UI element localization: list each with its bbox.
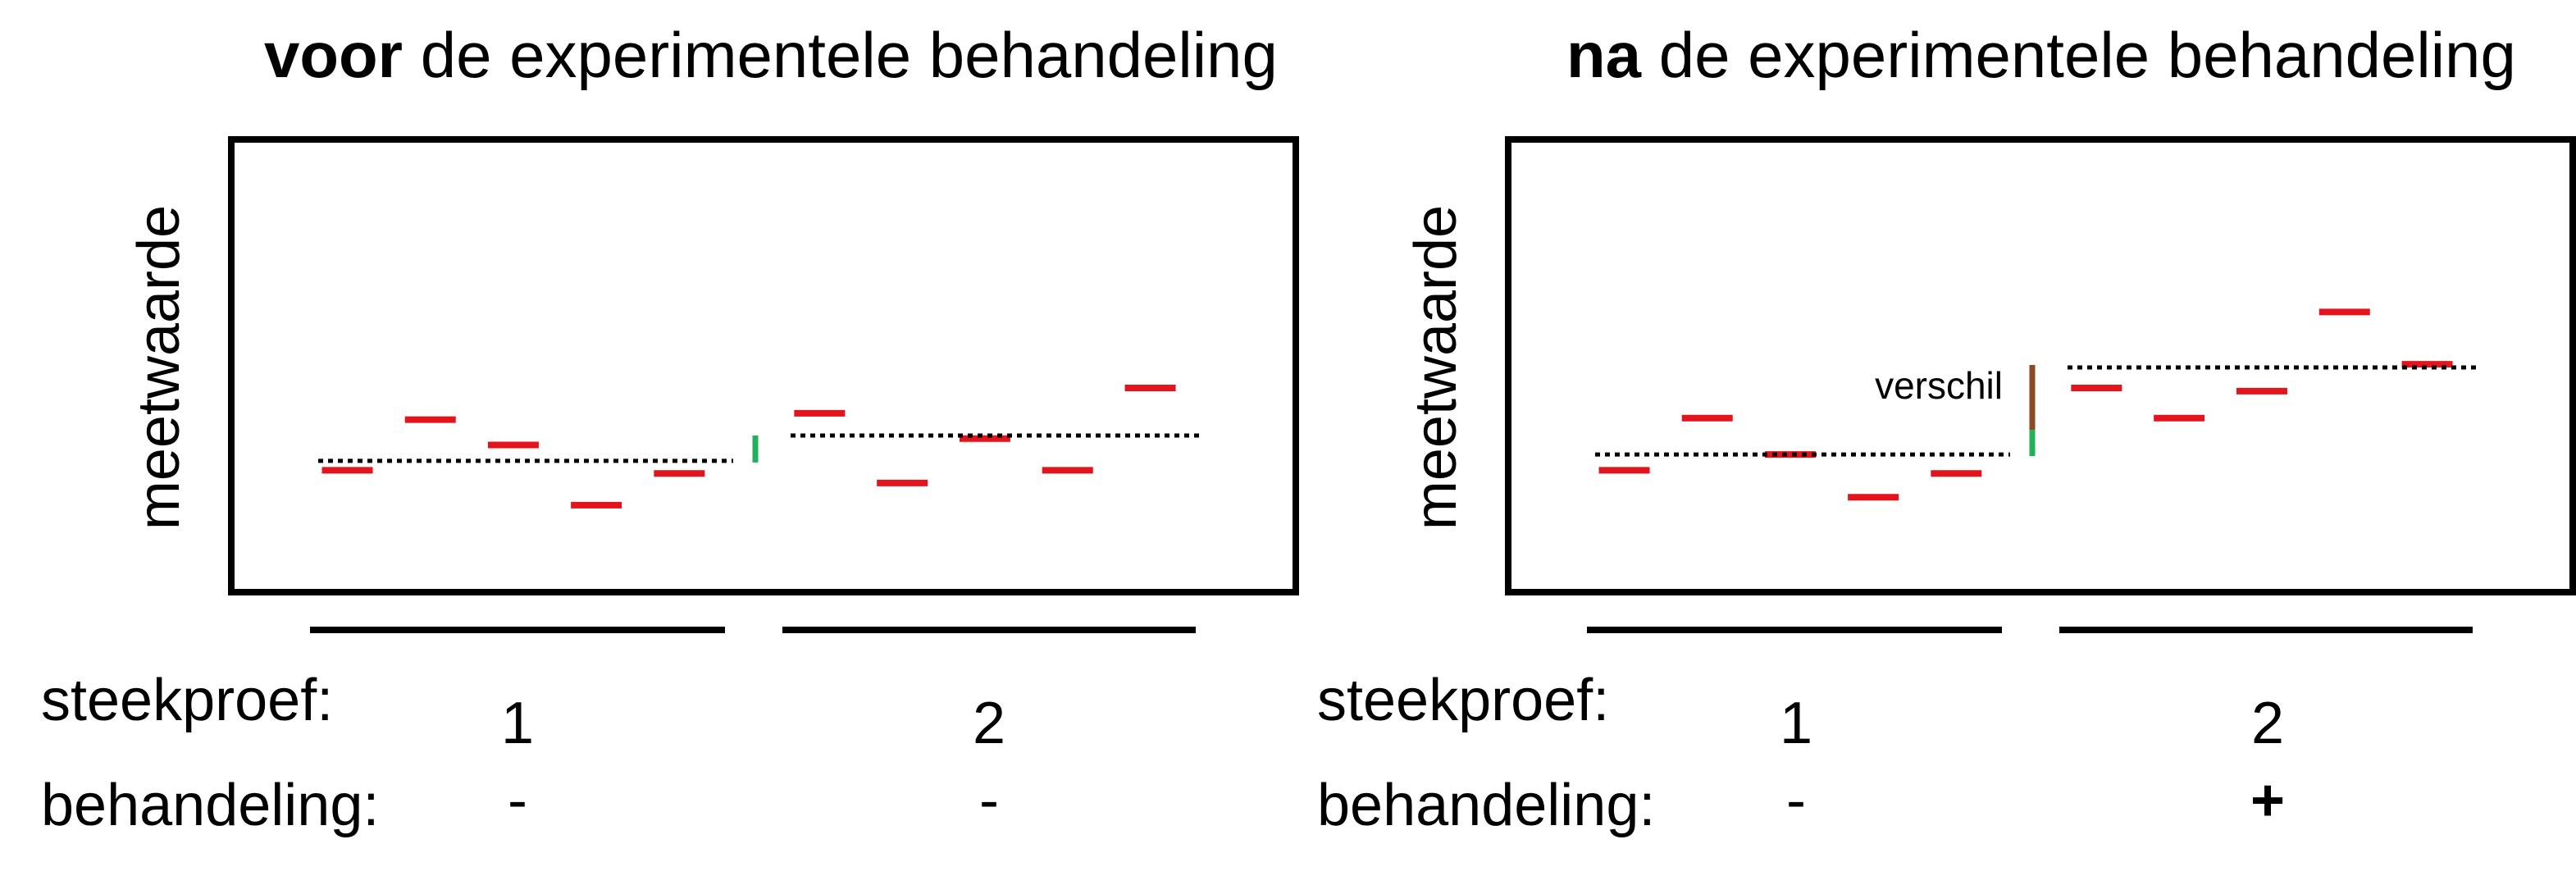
treatment-value-before-1: - bbox=[508, 768, 527, 833]
sample-value-after-2: 2 bbox=[2250, 691, 2285, 756]
plot-frame-before bbox=[228, 136, 1299, 595]
sample-label-before: steekproef: bbox=[41, 668, 334, 733]
sample-value-before-1: 1 bbox=[500, 691, 535, 756]
plot-frame-after bbox=[1505, 136, 2576, 595]
difference-label: verschil bbox=[1875, 364, 2003, 407]
sample-value-before-2: 2 bbox=[972, 691, 1006, 756]
y-axis-label-after: meetwaarde bbox=[1403, 205, 1469, 530]
treatment-value-after-1: - bbox=[1786, 768, 1806, 833]
sample-label-after: steekproef: bbox=[1317, 668, 1610, 733]
panel-title-before: voor de experimentele behandeling bbox=[264, 19, 1278, 91]
measurement-marks-after bbox=[1595, 308, 2481, 501]
treatment-label-before: behandeling: bbox=[41, 773, 380, 838]
treatment-label-after: behandeling: bbox=[1317, 773, 1656, 838]
sample-value-after-1: 1 bbox=[1779, 691, 1813, 756]
treatment-value-after-2: + bbox=[2250, 768, 2286, 833]
y-axis-label-before: meetwaarde bbox=[126, 205, 192, 530]
panel-title-after: na de experimentele behandeling bbox=[1566, 19, 2516, 91]
measurement-marks-before bbox=[318, 385, 1204, 509]
treatment-value-before-2: - bbox=[979, 768, 999, 833]
